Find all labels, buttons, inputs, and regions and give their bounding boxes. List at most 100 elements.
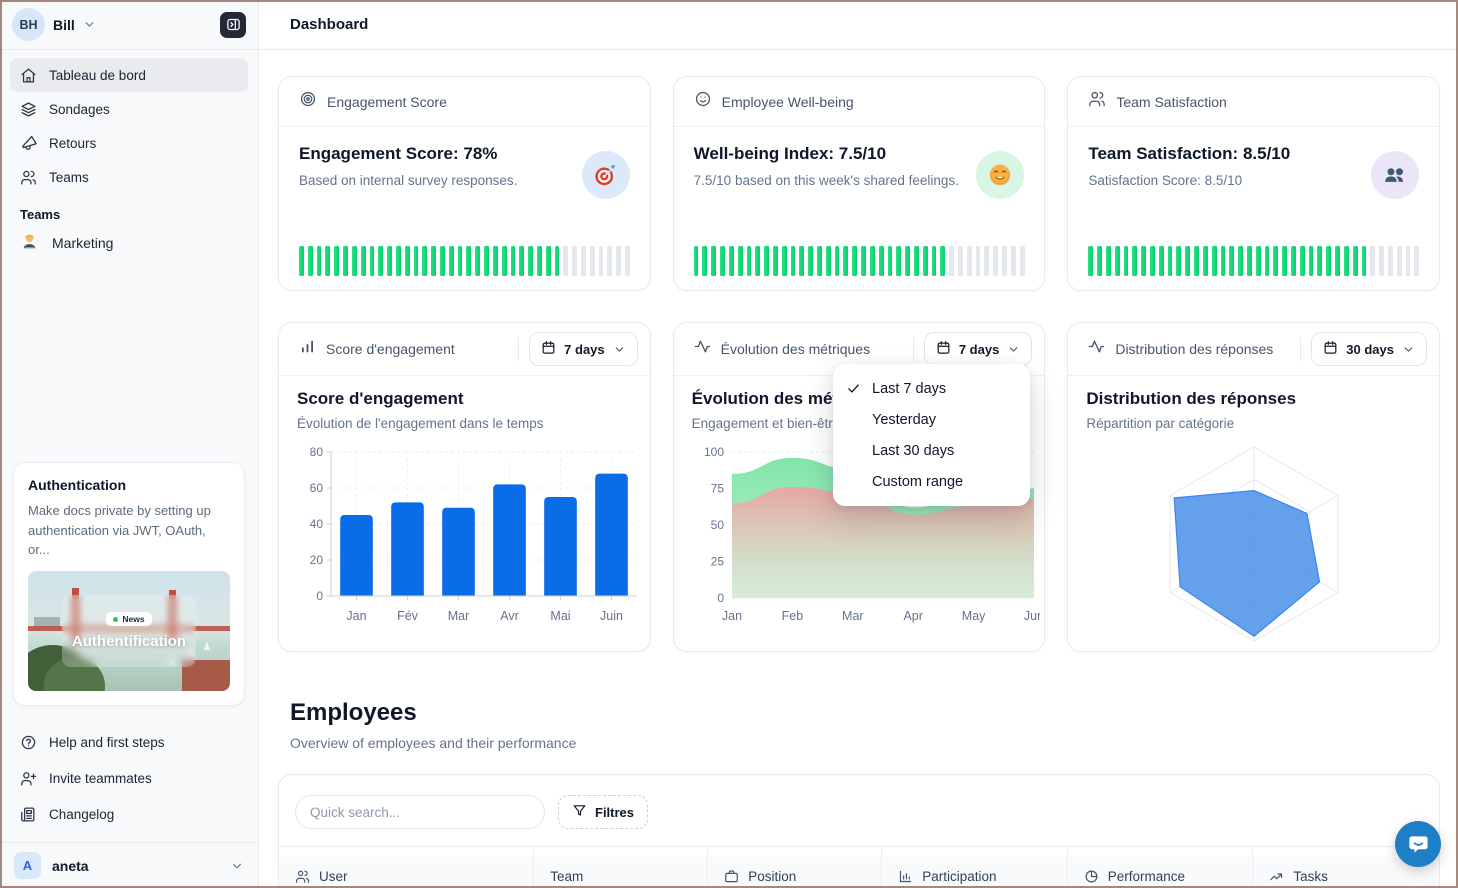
users-icon <box>20 169 37 186</box>
activity-icon <box>694 338 711 360</box>
date-range-button[interactable]: 7 days <box>529 332 638 366</box>
chart-title: Distribution des réponses <box>1086 389 1297 408</box>
card-header-label: Team Satisfaction <box>1116 93 1227 110</box>
collapse-sidebar-button[interactable] <box>220 11 246 38</box>
sidebar-footer-nav: Help and first steps Invite teammates Ch… <box>0 714 258 836</box>
workspace-name[interactable]: Bill <box>53 16 75 33</box>
authentication-promo-card[interactable]: Authentication Make docs private by sett… <box>13 462 245 706</box>
sidebar-item-label: Teams <box>49 169 89 185</box>
chevron-down-icon[interactable] <box>83 18 96 31</box>
dart-target-emoji <box>581 151 630 199</box>
chevron-down-icon <box>230 859 244 873</box>
news-badge: News <box>106 612 152 626</box>
satisfaction-progress-bar <box>1088 246 1420 276</box>
workspace-header: BH Bill <box>0 0 258 50</box>
user-avatar: A <box>14 852 41 879</box>
date-range-button[interactable]: 30 days <box>1311 332 1427 366</box>
busts-emoji <box>1370 151 1419 199</box>
sidebar-item-label: Sondages <box>49 101 110 117</box>
svg-text:60: 60 <box>310 481 324 495</box>
svg-text:Mar: Mar <box>842 609 864 623</box>
column-header-participation: Participation <box>882 847 1068 888</box>
technologist-emoji <box>20 232 39 254</box>
table-header-row: User Team Position Participation <box>279 846 1439 888</box>
chart-title: Score d'engagement <box>297 389 464 408</box>
svg-text:0: 0 <box>316 589 323 603</box>
chart-subtitle: Répartition par catégorie <box>1086 416 1235 431</box>
column-header-team: Team <box>534 847 709 888</box>
employees-header: Employees Overview of employees and thei… <box>290 699 1440 751</box>
card-header-label: Engagement Score <box>327 93 447 110</box>
sidebar-item-marketing[interactable]: Marketing <box>0 227 258 259</box>
menu-item-custom-range[interactable]: Custom range <box>872 473 964 490</box>
sidebar-item-label: Invite teammates <box>49 770 152 786</box>
trending-up-icon <box>1269 869 1284 884</box>
sidebar-item-sondages[interactable]: Sondages <box>10 92 248 126</box>
stat-subtitle: 7.5/10 based on this week's shared feeli… <box>693 173 959 188</box>
bar-chart-icon <box>299 338 316 360</box>
user-name: aneta <box>52 857 89 874</box>
svg-text:Apr: Apr <box>903 609 922 623</box>
team-item-label: Marketing <box>52 235 114 251</box>
users-icon <box>295 869 310 884</box>
engagement-chart-card: Score d'engagement 7 days Score d'engage… <box>278 322 651 652</box>
calendar-icon <box>1323 340 1338 358</box>
chart-subtitle: Évolution de l'engagement dans le temps <box>297 416 544 431</box>
sidebar-item-retours[interactable]: Retours <box>10 126 248 160</box>
menu-item-last-7-days[interactable]: Last 7 days <box>833 373 1030 404</box>
sidebar-item-tableau-de-bord[interactable]: Tableau de bord <box>10 58 248 92</box>
svg-text:20: 20 <box>310 553 324 567</box>
calendar-icon <box>936 340 951 358</box>
svg-text:40: 40 <box>310 517 324 531</box>
filters-button[interactable]: Filtres <box>558 795 649 829</box>
sidebar: BH Bill Tableau de bord Sondages <box>0 0 259 888</box>
svg-text:Jun: Jun <box>1024 609 1040 623</box>
menu-item-last-30-days[interactable]: Last 30 days <box>872 442 955 459</box>
stat-subtitle: Based on internal survey responses. <box>299 173 518 188</box>
wellbeing-card: Employee Well-being Well-being Index: 7.… <box>672 76 1046 291</box>
stat-subtitle: Satisfaction Score: 8.5/10 <box>1088 173 1243 188</box>
promo-overlay-title: Authentification <box>71 633 187 650</box>
chat-launcher-button[interactable] <box>1395 821 1441 867</box>
divider <box>518 337 520 361</box>
chart-cards-row: Score d'engagement 7 days Score d'engage… <box>278 322 1440 652</box>
metrics-area-chart: 0 25 50 75 100 Jan Feb Mar Apr May Jun <box>692 440 1044 633</box>
wellbeing-progress-bar <box>693 246 1025 276</box>
sidebar-item-invite[interactable]: Invite teammates <box>10 760 248 796</box>
user-menu[interactable]: A aneta <box>0 842 258 888</box>
chevron-down-icon <box>613 343 626 356</box>
card-header-label: Score d'engagement <box>326 341 455 357</box>
dashboard-content: Engagement Score Engagement Score: 78% B… <box>259 50 1458 888</box>
briefcase-icon <box>724 869 739 884</box>
column-header-tasks: Tasks <box>1253 847 1439 888</box>
chevron-down-icon <box>1007 343 1020 356</box>
green-dot-icon <box>113 616 119 622</box>
svg-text:100: 100 <box>704 445 724 459</box>
sidebar-item-teams[interactable]: Teams <box>10 160 248 194</box>
svg-text:25: 25 <box>710 555 724 569</box>
users-icon <box>1088 90 1106 113</box>
search-input[interactable] <box>295 795 545 829</box>
check-icon <box>846 381 863 396</box>
sidebar-item-label: Help and first steps <box>49 734 165 750</box>
smiley-icon <box>694 90 712 113</box>
megaphone-icon <box>20 135 37 152</box>
employees-subtitle: Overview of employees and their performa… <box>290 735 577 751</box>
panel-collapse-icon <box>226 17 241 32</box>
sidebar-item-help[interactable]: Help and first steps <box>10 724 248 760</box>
help-circle-icon <box>20 734 37 751</box>
card-header-label: Employee Well-being <box>721 93 854 110</box>
card-header-label: Distribution des réponses <box>1115 341 1274 357</box>
responses-distribution-card: Distribution des réponses 30 days Distri… <box>1067 322 1440 652</box>
engagement-score-card: Engagement Score Engagement Score: 78% B… <box>278 76 651 291</box>
date-range-button[interactable]: 7 days <box>923 332 1033 366</box>
sidebar-item-changelog[interactable]: Changelog <box>10 796 248 832</box>
radar-chart-svg <box>1169 446 1339 642</box>
chevron-down-icon <box>1402 343 1415 356</box>
svg-text:Jan: Jan <box>346 609 366 623</box>
teams-section-label: Teams <box>20 207 61 222</box>
column-header-performance: Performance <box>1068 847 1254 888</box>
bar-chart-icon <box>898 869 913 884</box>
svg-text:Juin: Juin <box>600 609 623 623</box>
menu-item-yesterday[interactable]: Yesterday <box>872 411 936 428</box>
